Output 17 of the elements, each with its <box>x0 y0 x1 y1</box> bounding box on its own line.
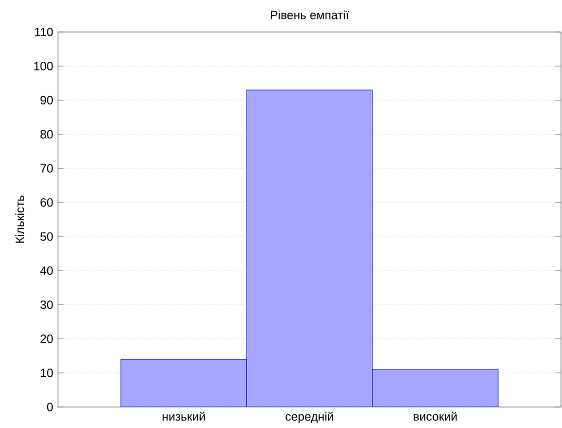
x-tick-label: низький <box>162 412 205 421</box>
y-tick-label: 0 <box>47 402 53 412</box>
y-tick-label: 40 <box>40 266 53 275</box>
y-tick-label: 80 <box>40 130 53 139</box>
y-tick-label: 70 <box>40 164 53 173</box>
chart-title: Рівень емпатії <box>270 10 349 20</box>
y-tick-label: 20 <box>40 334 53 344</box>
y-tick-label: 110 <box>35 28 53 36</box>
x-tick-label: середній <box>286 412 334 424</box>
y-tick-label: 50 <box>40 232 53 241</box>
y-tick-label: 60 <box>40 198 53 207</box>
y-tick-label: 100 <box>34 62 53 70</box>
y-tick-label: 30 <box>40 300 53 309</box>
y-tick-label: 10 <box>40 368 53 378</box>
x-tick-label: високий <box>414 412 457 421</box>
y-axis-title: Кількість <box>15 196 24 243</box>
y-tick-label: 90 <box>40 96 53 104</box>
